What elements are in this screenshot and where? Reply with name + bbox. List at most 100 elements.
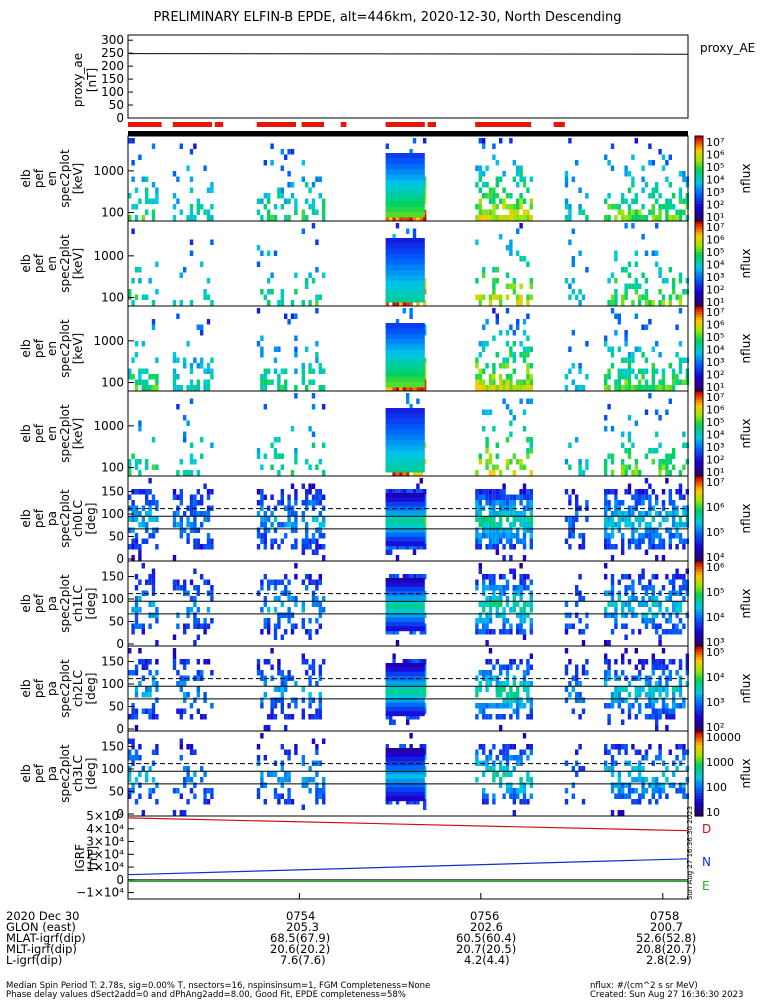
- colorbar-segment: [695, 589, 703, 593]
- flux-pixel: [627, 793, 632, 799]
- flux-pixel: [485, 681, 489, 687]
- flux-pixel: [189, 363, 194, 369]
- colorbar-label: nflux: [739, 419, 753, 449]
- flux-pixel: [294, 538, 298, 544]
- flux-pixel: [617, 810, 621, 816]
- flux-pixel: [193, 749, 197, 755]
- flux-pixel: [568, 516, 572, 522]
- flux-block: [385, 349, 425, 356]
- flux-pixel: [529, 198, 533, 204]
- flux-pixel: [492, 500, 496, 506]
- flux-pixel: [658, 601, 662, 607]
- colorbar-segment: [695, 178, 703, 182]
- flux-pixel: [578, 544, 582, 550]
- flux-pixel: [607, 500, 611, 506]
- flux-pixel: [189, 149, 194, 155]
- proxy-ae-tick-label: 200: [101, 59, 124, 73]
- flux-pixel: [581, 294, 586, 300]
- flux-pixel: [627, 448, 632, 454]
- flux-pixel: [529, 664, 533, 670]
- flux-pixel: [492, 379, 496, 385]
- flux-pixel: [614, 692, 618, 698]
- flux-pixel: [482, 623, 486, 629]
- flux-pixel: [621, 442, 625, 448]
- flux-pixel: [627, 489, 632, 495]
- flux-pixel: [301, 176, 305, 182]
- colorbar-segment: [695, 476, 703, 480]
- flux-pixel: [267, 289, 271, 295]
- flux-pixel: [661, 664, 666, 670]
- flux-pixel: [485, 533, 489, 539]
- flux-pixel: [641, 489, 645, 495]
- flux-pixel: [658, 209, 662, 215]
- flux-pixel: [610, 527, 615, 533]
- flux-pixel: [522, 607, 527, 613]
- flux-pixel: [409, 149, 413, 155]
- flux-pixel: [529, 489, 533, 495]
- flux-pixel: [617, 793, 621, 799]
- colorbar-segment: [695, 748, 703, 752]
- colorbar-segment: [695, 269, 703, 273]
- flux-pixel: [186, 385, 190, 391]
- flux-pixel: [128, 215, 132, 221]
- flux-pixel: [308, 379, 312, 385]
- flux-pixel: [273, 204, 278, 210]
- flux-pixel: [128, 138, 132, 144]
- flux-pixel: [509, 346, 513, 352]
- flux-pixel: [155, 640, 159, 646]
- energy-tick-label: 100: [101, 461, 124, 475]
- flux-pixel: [148, 766, 152, 772]
- flux-pixel: [277, 470, 281, 476]
- flux-pixel: [638, 470, 642, 476]
- flux-pixel: [658, 149, 662, 155]
- flux-pixel: [155, 607, 159, 613]
- flux-pixel: [505, 579, 510, 585]
- flux-pixel: [621, 385, 625, 391]
- flux-pixel: [509, 782, 513, 788]
- flux-pixel: [655, 755, 659, 761]
- flux-pixel: [151, 612, 156, 618]
- flux-pixel: [621, 300, 625, 306]
- flux-pixel: [516, 623, 520, 629]
- flux-pixel: [575, 500, 579, 506]
- flux-pixel: [638, 708, 642, 714]
- flux-pixel: [644, 714, 649, 720]
- flux-pixel: [529, 703, 533, 709]
- igrf-tick-label: 3×10⁴: [86, 835, 124, 849]
- flux-pixel: [488, 612, 493, 618]
- flux-pixel: [148, 478, 152, 484]
- flux-pixel: [526, 664, 530, 670]
- flux-pixel: [610, 755, 615, 761]
- flux-pixel: [189, 215, 194, 221]
- flux-pixel: [256, 245, 261, 251]
- flux-pixel: [665, 209, 669, 215]
- flux-pixel: [315, 793, 319, 799]
- flux-pixel: [308, 788, 312, 794]
- flux-pixel: [277, 385, 281, 391]
- flux-pixel: [672, 623, 676, 629]
- flux-pixel: [604, 563, 608, 569]
- flux-pixel: [678, 618, 683, 624]
- flux-block: [385, 445, 425, 452]
- flux-pixel: [631, 522, 635, 528]
- flux-pixel: [621, 209, 625, 215]
- flux-pixel: [145, 686, 149, 692]
- flux-pixel: [495, 755, 499, 761]
- flux-pixel: [651, 379, 655, 385]
- colorbar-segment: [695, 243, 703, 248]
- flux-pixel: [203, 511, 207, 517]
- flux-pixel: [134, 607, 139, 613]
- flux-pixel: [621, 533, 625, 539]
- flux-pixel: [675, 574, 679, 580]
- flux-pixel: [210, 585, 214, 591]
- flux-pixel: [655, 799, 659, 805]
- flux-pixel: [485, 182, 489, 188]
- colorbar-segment: [695, 232, 703, 236]
- flux-pixel: [389, 385, 393, 391]
- colorbar-segment: [695, 493, 703, 497]
- flux-pixel: [502, 198, 506, 204]
- flux-pixel: [478, 489, 482, 495]
- flux-pixel: [519, 782, 523, 788]
- flux-pixel: [638, 368, 642, 374]
